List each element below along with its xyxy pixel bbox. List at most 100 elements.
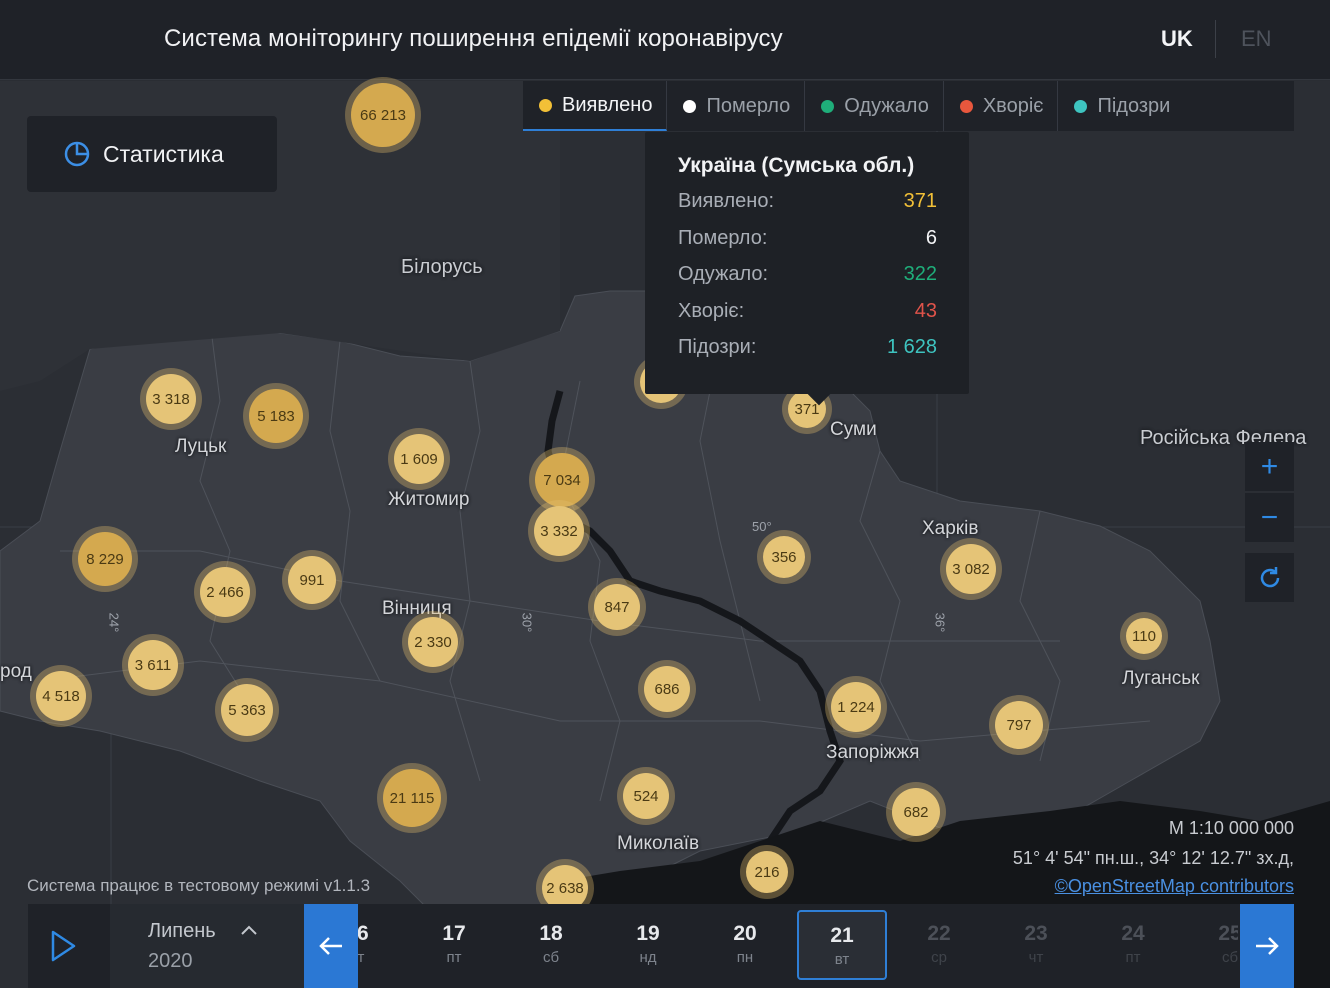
top-bar: Система моніторингу поширення епідемії к… [0,0,1330,80]
statistics-button[interactable]: Статистика [27,116,277,192]
suspected-dot-icon [1074,99,1088,113]
day-25[interactable]: 25 сб [1185,910,1238,980]
day-21[interactable]: 21 вт [797,910,887,980]
prev-days-button[interactable] [304,904,358,988]
zoom-out-button[interactable]: − [1245,493,1294,542]
day-number: 18 [539,922,563,945]
tab-recovered[interactable]: Одужало [805,81,944,131]
cluster-3082[interactable]: 3 082 [940,538,1002,600]
day-20[interactable]: 20 пн [700,910,790,980]
cluster-5183[interactable]: 5 183 [243,383,309,449]
cluster-2466[interactable]: 2 466 [194,561,256,623]
day-weekday: чт [1028,949,1044,966]
osm-attribution-link[interactable]: ©OpenStreetMap contributors [1054,876,1294,896]
lang-uk-button[interactable]: UK [1161,26,1193,51]
day-24[interactable]: 24 пт [1088,910,1178,980]
cluster-4518[interactable]: 4 518 [30,665,92,727]
cluster-797[interactable]: 797 [989,695,1049,755]
deaths-dot-icon [683,99,697,113]
cluster-1609[interactable]: 1 609 [388,428,450,490]
legend-tabs: Виявлено Померло Одужало Хворіє Підозри [523,81,1294,131]
cluster-3611[interactable]: 3 611 [122,634,184,696]
cluster-value: 3 332 [534,506,584,556]
tooltip-label: Виявлено: [678,190,775,212]
day-16[interactable]: 16 чт [358,910,402,980]
city-label-kharkiv: Харків [922,518,979,539]
cluster-847[interactable]: 847 [588,578,646,636]
tooltip-value: 6 [925,226,937,249]
tooltip-row-recovered: Одужало: 322 [678,263,937,300]
cluster-7034[interactable]: 7 034 [529,447,595,513]
tooltip-title: Україна (Сумська обл.) [678,154,915,177]
pie-chart-icon [64,141,90,167]
day-18[interactable]: 18 сб [506,910,596,980]
cluster-5363[interactable]: 5 363 [215,678,279,742]
cluster-value: 5 363 [221,684,273,736]
cluster-value: 110 [1126,618,1162,654]
cluster-3332[interactable]: 3 332 [528,500,590,562]
day-weekday: пт [1125,949,1141,966]
day-number: 19 [636,922,660,945]
cluster-991[interactable]: 991 [282,550,342,610]
cluster-value: 1 224 [831,682,881,732]
tooltip-label: Хворіє: [678,299,745,322]
tooltip-row-deaths: Померло: 6 [678,227,937,264]
city-label-sumy: Суми [830,419,877,440]
tab-suspected[interactable]: Підозри [1058,81,1184,131]
day-19[interactable]: 19 нд [603,910,693,980]
cluster-110[interactable]: 110 [1120,612,1168,660]
tab-sick[interactable]: Хворіє [944,81,1059,131]
cluster-524[interactable]: 524 [617,767,675,825]
day-number: 23 [1024,922,1048,945]
cluster-1224[interactable]: 1 224 [825,676,887,738]
city-label-luhansk: Луганськ [1122,668,1200,689]
tab-detected[interactable]: Виявлено [523,81,668,131]
cluster-value: 371 [788,390,826,428]
cluster-value: 2 638 [542,865,588,911]
cluster-value: 4 518 [36,671,86,721]
day-22[interactable]: 22 ср [894,910,984,980]
month-label: Липень [148,920,216,942]
tab-deaths[interactable]: Померло [667,81,806,131]
reset-view-button[interactable] [1245,553,1294,602]
cluster-21115[interactable]: 21 115 [377,763,447,833]
cluster-2330[interactable]: 2 330 [402,611,464,673]
play-button[interactable] [28,904,98,988]
lang-en-button[interactable]: EN [1241,26,1272,51]
day-weekday: нд [639,949,657,966]
cluster-8229[interactable]: 8 229 [72,526,138,592]
cluster-value: 7 034 [535,453,589,507]
cluster-3318[interactable]: 3 318 [140,368,202,430]
tooltip-value: 322 [903,263,937,285]
day-weekday: чт [358,949,365,966]
month-selector[interactable]: Липень 2020 [110,904,304,988]
next-days-button[interactable] [1240,904,1294,988]
map-scale: М 1:10 000 000 [1168,818,1294,838]
tab-detected-label: Виявлено [562,93,653,116]
region-tooltip: Україна (Сумська обл.) Виявлено: 371 Поме… [645,132,969,406]
cluster-216[interactable]: 216 [740,845,794,899]
tooltip-label: Померло: [678,226,768,249]
cluster-value: 66 213 [351,83,415,147]
day-23[interactable]: 23 чт [991,910,1081,980]
tooltip-value: 1 628 [886,336,937,358]
day-number: 25 [1218,922,1238,945]
recovered-dot-icon [821,99,835,113]
tooltip-value: 43 [914,299,937,322]
day-weekday: сб [542,949,560,966]
cluster-682[interactable]: 682 [886,782,946,842]
day-17[interactable]: 17 пт [409,910,499,980]
city-label-mykolaiv: Миколаїв [617,833,700,854]
cluster-66213[interactable]: 66 213 [345,77,421,153]
cluster-686[interactable]: 686 [638,660,696,718]
cluster-value: 2 466 [200,567,250,617]
city-label-zhytomyr: Житомир [388,489,470,510]
grid-label-50: 50° [752,519,772,534]
cluster-value: 21 115 [383,769,441,827]
tooltip-row-sick: Хворіє: 43 [678,300,937,337]
cluster-value: 682 [892,788,940,836]
zoom-in-button[interactable]: + [1245,442,1294,491]
cluster-value: 216 [746,851,788,893]
cluster-356[interactable]: 356 [757,530,811,584]
